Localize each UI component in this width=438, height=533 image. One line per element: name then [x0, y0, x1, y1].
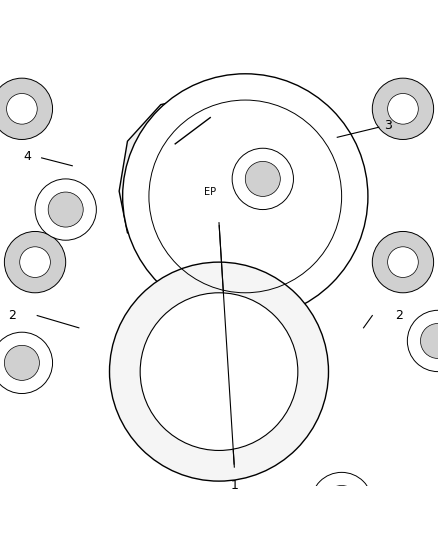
Circle shape — [0, 78, 53, 140]
Polygon shape — [119, 276, 319, 449]
Circle shape — [372, 231, 434, 293]
Circle shape — [35, 179, 96, 240]
Circle shape — [232, 148, 293, 209]
Polygon shape — [119, 91, 319, 258]
Text: 2: 2 — [395, 309, 403, 322]
Circle shape — [4, 345, 39, 381]
Circle shape — [110, 262, 328, 481]
Circle shape — [7, 93, 37, 124]
Circle shape — [407, 310, 438, 372]
Circle shape — [388, 247, 418, 278]
Circle shape — [153, 516, 215, 533]
Circle shape — [4, 231, 66, 293]
Circle shape — [140, 293, 298, 450]
Text: EP: EP — [204, 187, 216, 197]
Text: 1: 1 — [230, 479, 238, 492]
Text: 3: 3 — [384, 119, 392, 132]
Circle shape — [245, 161, 280, 197]
Circle shape — [20, 247, 50, 278]
Circle shape — [311, 472, 372, 533]
Text: 4: 4 — [23, 150, 31, 163]
Text: 2: 2 — [8, 309, 16, 322]
Circle shape — [372, 78, 434, 140]
Circle shape — [324, 486, 359, 521]
Circle shape — [0, 332, 53, 393]
Circle shape — [420, 324, 438, 359]
Circle shape — [388, 93, 418, 124]
Circle shape — [123, 74, 368, 319]
Circle shape — [48, 192, 83, 227]
Circle shape — [188, 0, 250, 8]
Circle shape — [166, 529, 201, 533]
